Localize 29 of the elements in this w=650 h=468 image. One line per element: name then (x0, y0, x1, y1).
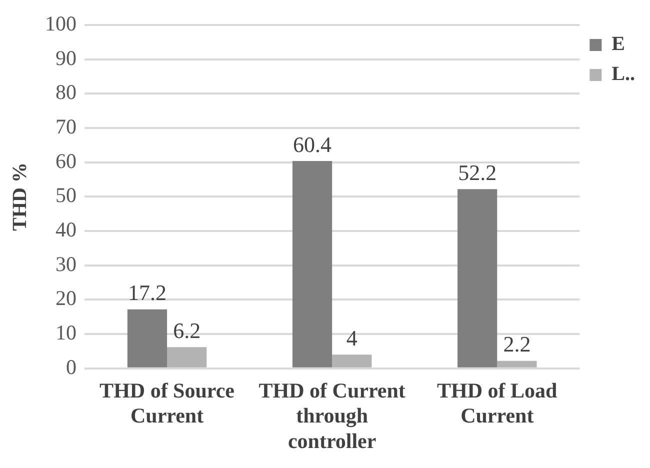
x-tick-label: THD of Current through controller (258, 378, 406, 453)
bar (458, 189, 498, 368)
y-tick-label: 0 (66, 354, 76, 379)
x-tick-label: THD of Source Current (100, 378, 235, 428)
bar (497, 360, 537, 368)
data-label: 52.2 (458, 160, 497, 185)
y-tick-label: 10 (56, 320, 76, 345)
y-tick-label: 100 (45, 12, 76, 36)
y-tick-label: 30 (56, 252, 76, 276)
y-tick-label: 50 (56, 183, 76, 208)
data-label: 17.2 (128, 280, 166, 306)
x-tick-label: THD of Load Current (437, 378, 558, 428)
data-label: 60.4 (293, 132, 332, 157)
y-tick-label: 70 (56, 114, 76, 139)
y-tick-label: 80 (56, 80, 76, 104)
y-axis-title: THD % (9, 162, 32, 231)
y-tick-label: 60 (56, 148, 76, 173)
data-label: 6.2 (173, 318, 201, 343)
y-tick-label: 20 (56, 286, 76, 310)
bar (127, 309, 168, 368)
legend-label: E (612, 33, 626, 56)
legend-label: L.. (612, 63, 636, 86)
data-label: 2.2 (503, 332, 531, 357)
data-label: 4 (346, 325, 358, 350)
y-tick-label: 40 (56, 218, 76, 242)
bar (167, 347, 207, 368)
y-tick-label: 90 (56, 46, 76, 70)
bar (332, 354, 372, 368)
bar (292, 160, 332, 368)
